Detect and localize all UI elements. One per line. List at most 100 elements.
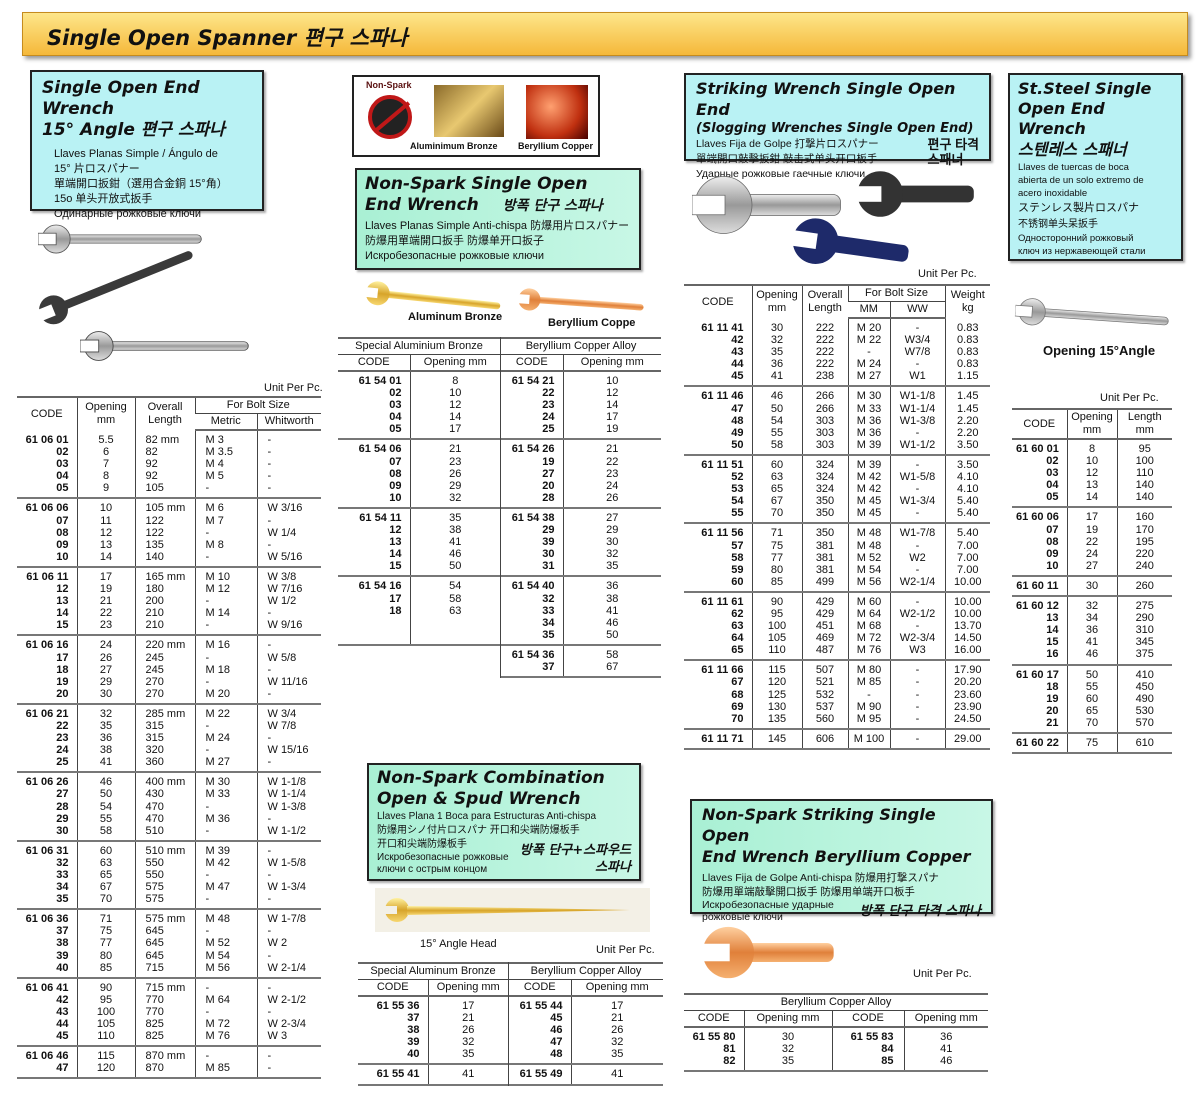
value-cell: 26 [570, 1024, 663, 1037]
table-row: 16 46 375 [1012, 648, 1172, 666]
value-cell: - [889, 676, 945, 689]
value-cell: M 76 [194, 1030, 257, 1048]
value-cell: M 64 [847, 607, 890, 621]
value-cell: 110 [76, 1030, 135, 1048]
value-cell: 95 [1116, 439, 1172, 456]
table-header: CODE Opening mm Overall Length For Bolt Siz… [17, 396, 321, 431]
table-row: 61 06 46 115 870 mm - - [17, 1046, 321, 1063]
table-row: 08 26 [338, 467, 501, 480]
nonspark-striking-title: Non-Spark Striking Single Open [702, 805, 936, 845]
column-header: Opening mm [76, 396, 135, 430]
value-cell: M 22 [847, 334, 890, 347]
table-row: 05 17 [338, 423, 501, 441]
value-cell: - [889, 620, 945, 633]
table-row: 48 35 [509, 1048, 663, 1066]
code-cell: 12 [56, 583, 69, 596]
code-cell: 61 60 17 [1016, 668, 1059, 681]
value-cell: M 36 [847, 426, 890, 439]
table-row: 61 55 41 41 [358, 1064, 508, 1086]
value-cell: M 8 [194, 538, 257, 551]
value-cell: 105 [76, 1018, 135, 1031]
code-cell: 22 [542, 387, 555, 400]
code-cell: 19 [1046, 692, 1059, 705]
code-cell: 20 [542, 479, 555, 492]
value-cell: 510 [134, 824, 195, 842]
table-row: 62 95 429 M 64 W2-1/2 10.00 [684, 607, 990, 621]
value-cell: 19 [76, 583, 135, 596]
code-cell: 61 54 11 [359, 511, 402, 524]
table-row: 27 23 [501, 467, 662, 480]
table-row: 61 11 61 90 429 M 60-10.00 [684, 591, 990, 608]
value-cell: 120 [76, 1062, 135, 1080]
code-cell: 61 54 21 [511, 375, 555, 387]
table-row: 40 85 715 M 56 W 2-1/4 [17, 961, 321, 979]
value-cell: M 60 [847, 591, 890, 608]
value-cell: 75 [1066, 732, 1117, 755]
table-side: Beryllium Copper Alloy CODE Opening mm 61 5… [500, 337, 662, 679]
code-cell: 34 [542, 616, 555, 629]
code-cell: 04 [389, 411, 402, 424]
value-cell: 35 [570, 1048, 663, 1066]
value-cell: M 85 [194, 1062, 257, 1080]
value-cell: M 39 [194, 840, 257, 857]
code-cell: 61 11 41 [701, 321, 744, 334]
value-cell: 115 [76, 1046, 135, 1063]
code-cell: 15 [338, 560, 410, 578]
value-cell: 12 [409, 399, 501, 412]
code-cell: 18 [56, 663, 69, 676]
table-row: 59 80 381 M 54-7.00 [684, 563, 990, 576]
row-group: 61 54 06 21 07 23 08 26 09 29 10 32 [338, 439, 501, 509]
code-cell: 05 [17, 482, 77, 500]
header-row: Beryllium Copper Alloy [501, 337, 662, 355]
value-cell: 0.83 [944, 318, 990, 335]
value-cell: M 100 [847, 728, 890, 750]
value-cell: 5.40 [944, 507, 990, 525]
stainless-table: CODE Opening mm Length mm 61 60 01 8 95 02 10 10… [1012, 408, 1172, 755]
value-cell: 32 [1066, 596, 1117, 613]
value-cell: 10 [562, 371, 662, 388]
striking-title: Striking Wrench Single Open End [696, 79, 956, 119]
desc-line: Односторонний рожковый [1018, 233, 1134, 244]
column-header: Beryllium Copper Alloy [684, 993, 989, 1011]
code-cell: 55 [684, 507, 752, 525]
value-cell: M 95 [847, 712, 890, 730]
column-header: Opening mm [1066, 408, 1117, 440]
column-header: CODE [684, 1010, 744, 1028]
value-cell: M 39 [847, 454, 890, 472]
code-cell: 62 [731, 607, 744, 620]
row-group: 61 60 17 50 410 18 55 450 19 60 490 20 65 530 21 70 57… [1012, 664, 1172, 734]
value-cell: 160 [1116, 507, 1172, 524]
table-row: 47 32 [509, 1036, 663, 1049]
value-cell: 606 [801, 728, 848, 750]
value-cell: 46 [903, 1055, 989, 1073]
value-cell: 7.00 [944, 563, 990, 576]
value-cell: - [847, 346, 890, 359]
value-cell: 35 [743, 1055, 832, 1073]
value-cell: 61 55 83 [831, 1027, 904, 1044]
value-cell: - [889, 426, 945, 439]
table-row: 14 46 [338, 548, 501, 561]
value-cell: 26 [427, 1024, 508, 1037]
code-cell: 47 [731, 402, 744, 415]
value-cell: 82 [134, 446, 195, 459]
code-cell: 02 [1046, 455, 1059, 468]
row-group: 61 06 41 90 715 mm - -42 95 770 M 64 W 2-1/2 43 10… [17, 977, 321, 1048]
value-cell: W3 [889, 644, 945, 662]
code-cell: 57 [731, 539, 744, 552]
desc-line: рожковые ключи [702, 911, 783, 923]
code-cell: 82 [684, 1055, 744, 1073]
value-cell: M 3.5 [194, 446, 257, 459]
desc-line: ステンレス製片ロスパナ [1018, 202, 1139, 214]
value-cell: W 7/8 [256, 719, 321, 733]
value-cell: 41 [76, 756, 135, 774]
code-cell: 34 [56, 881, 69, 894]
table-row: 57 75 381 M 48-7.00 [684, 539, 990, 552]
row-group: 61 60 01 8 95 02 10 100 03 12 110 04 13 140 05 14 140 [1012, 439, 1172, 509]
page-banner: Single Open Spanner 편구 스파나 [22, 12, 1188, 56]
value-cell: - [194, 893, 257, 911]
table-header: CODE Opening mm Length mm [1012, 408, 1172, 440]
code-cell: 61 06 31 [25, 844, 69, 857]
code-cell: 61 54 38 [511, 511, 555, 524]
code-cell: 63 [731, 620, 744, 633]
code-cell: 52 [731, 471, 744, 484]
